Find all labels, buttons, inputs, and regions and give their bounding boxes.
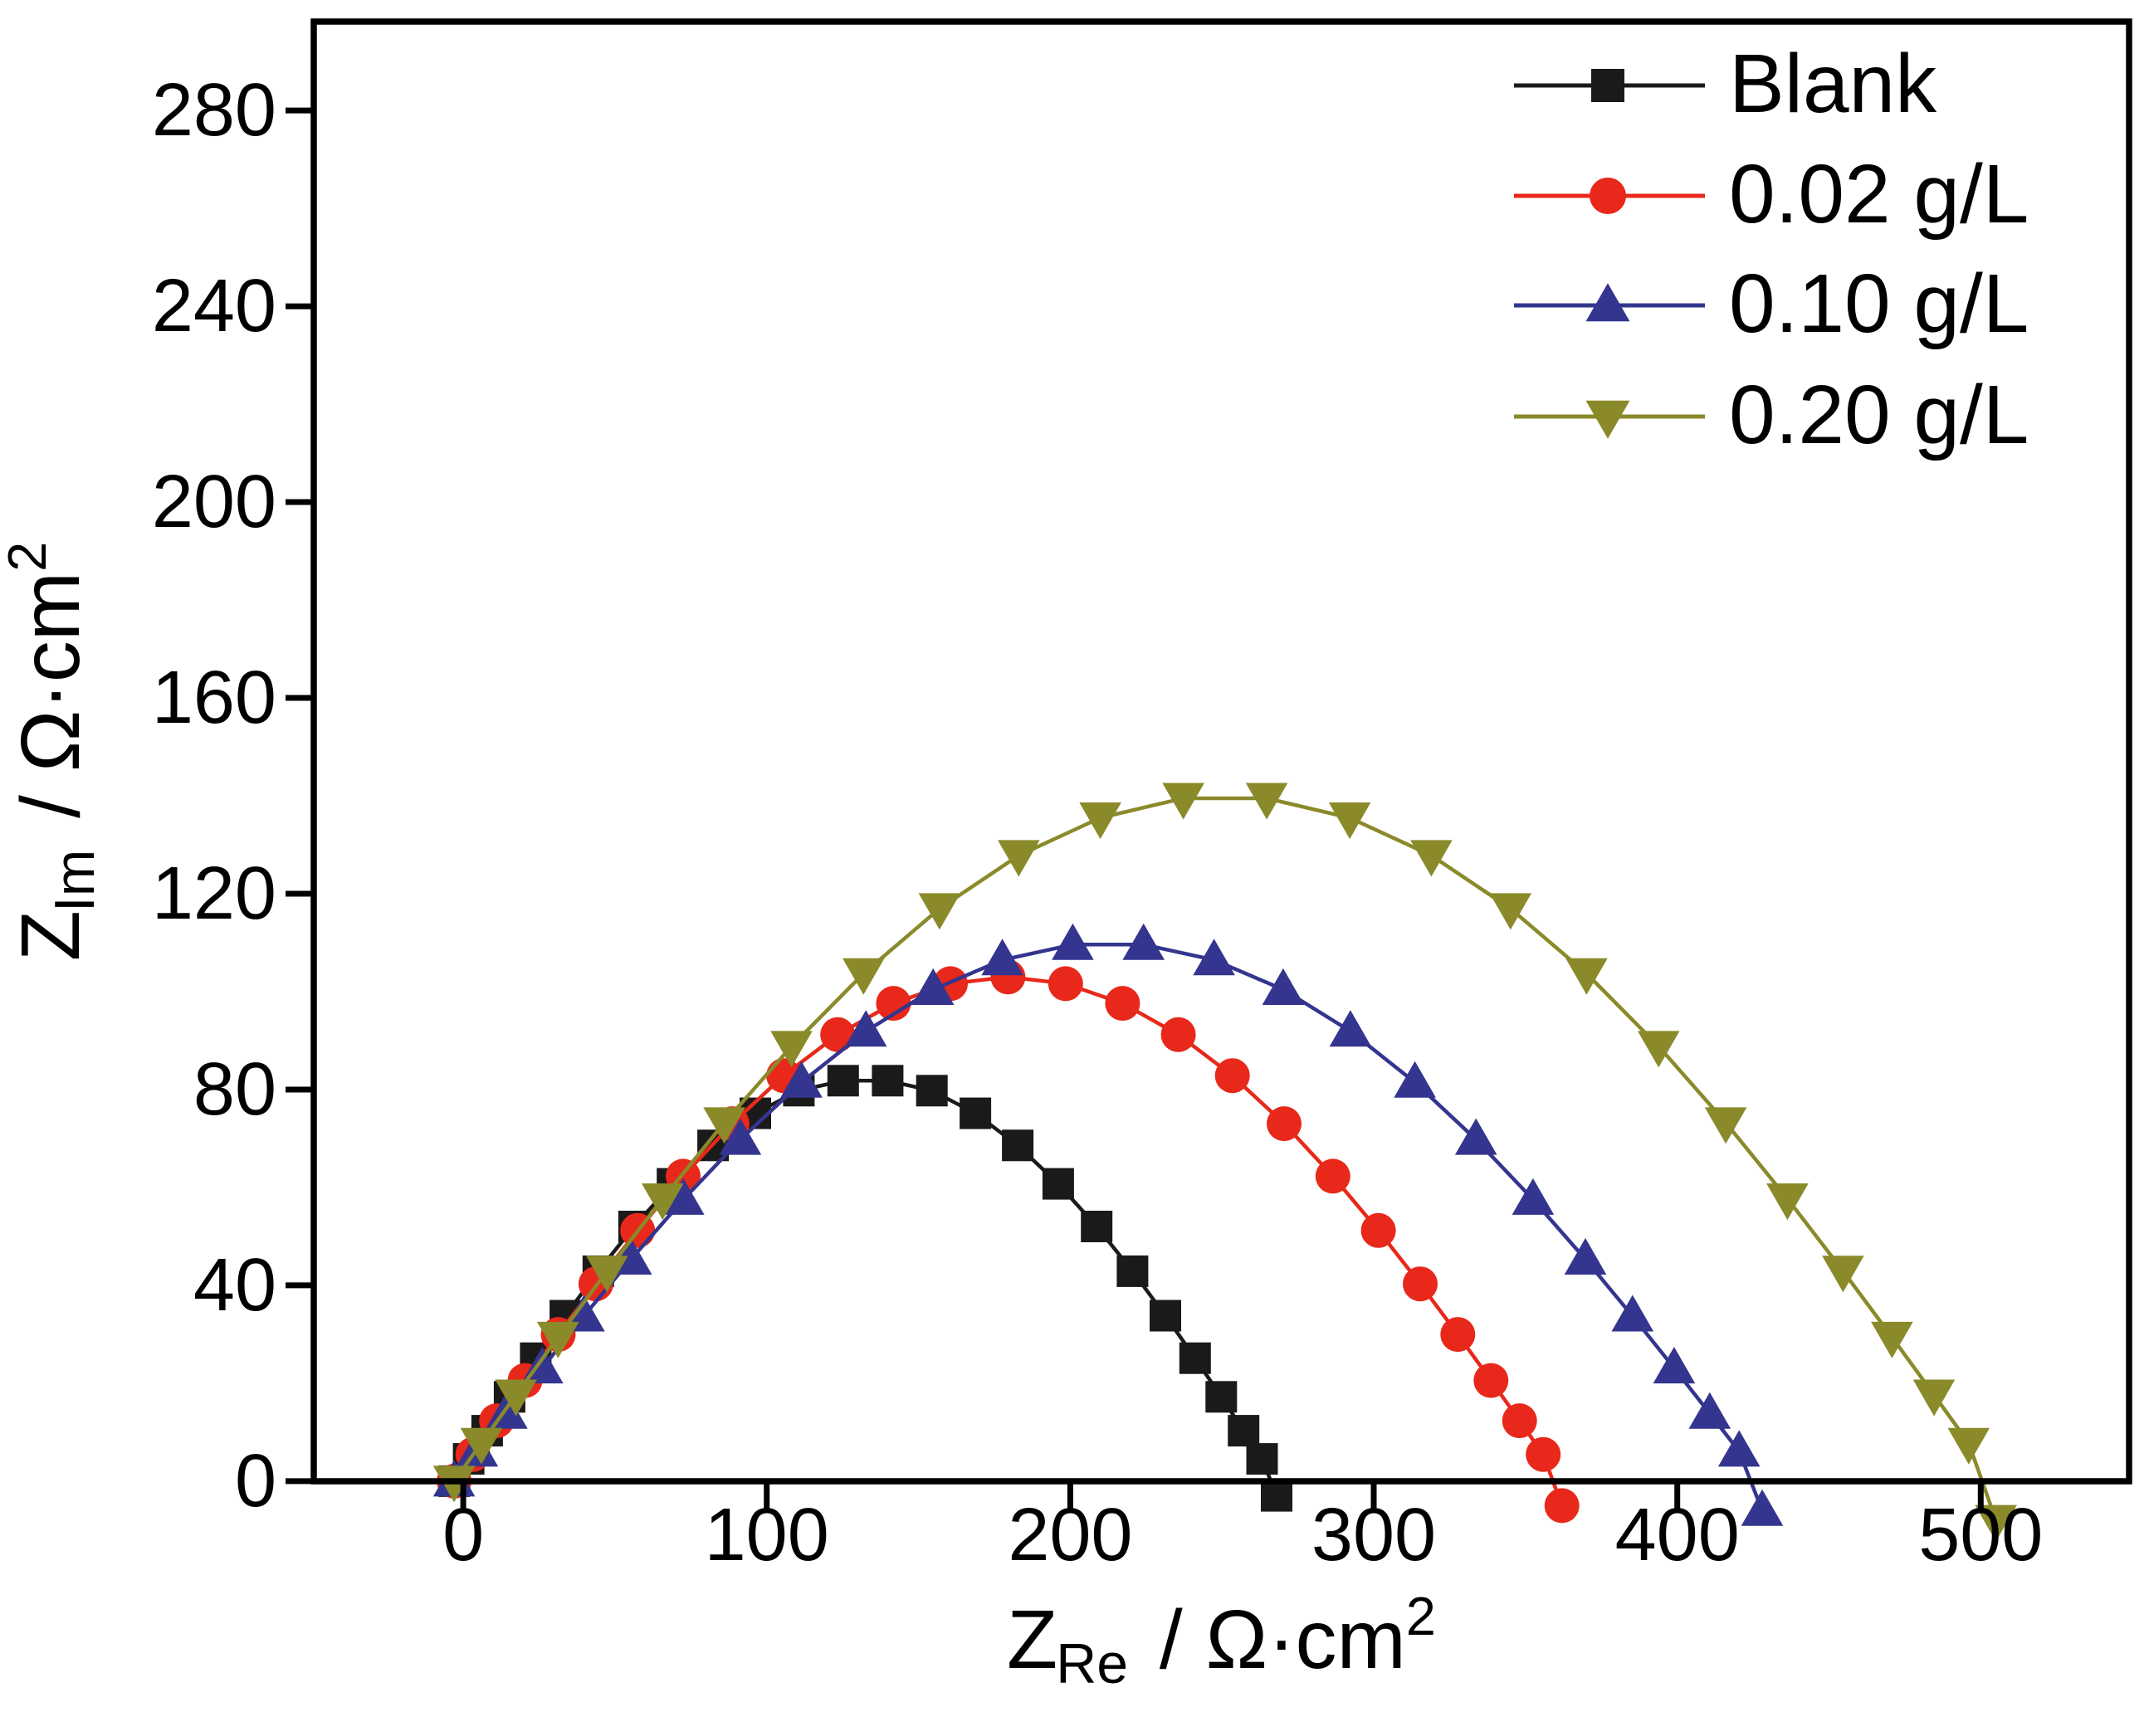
- svg-text:160: 160: [152, 656, 276, 739]
- svg-text:ZRe / Ω·cm2: ZRe / Ω·cm2: [1007, 1586, 1436, 1695]
- svg-text:280: 280: [152, 69, 276, 152]
- svg-text:0: 0: [235, 1440, 276, 1523]
- svg-text:500: 500: [1918, 1494, 2043, 1577]
- svg-text:200: 200: [1008, 1494, 1132, 1577]
- svg-text:400: 400: [1615, 1494, 1740, 1577]
- svg-text:0.20 g/L: 0.20 g/L: [1729, 368, 2029, 461]
- svg-text:240: 240: [152, 265, 276, 348]
- svg-text:100: 100: [705, 1494, 829, 1577]
- svg-text:300: 300: [1311, 1494, 1436, 1577]
- svg-text:0: 0: [442, 1494, 484, 1577]
- svg-text:40: 40: [193, 1244, 276, 1327]
- svg-text:200: 200: [152, 461, 276, 544]
- svg-text:0.10 g/L: 0.10 g/L: [1729, 257, 2029, 350]
- svg-text:0.02 g/L: 0.02 g/L: [1729, 148, 2029, 241]
- svg-text:Blank: Blank: [1729, 37, 1937, 130]
- svg-text:80: 80: [193, 1048, 276, 1131]
- svg-text:120: 120: [152, 852, 276, 935]
- svg-text:ZIm / Ω·cm2: ZIm / Ω·cm2: [0, 542, 106, 962]
